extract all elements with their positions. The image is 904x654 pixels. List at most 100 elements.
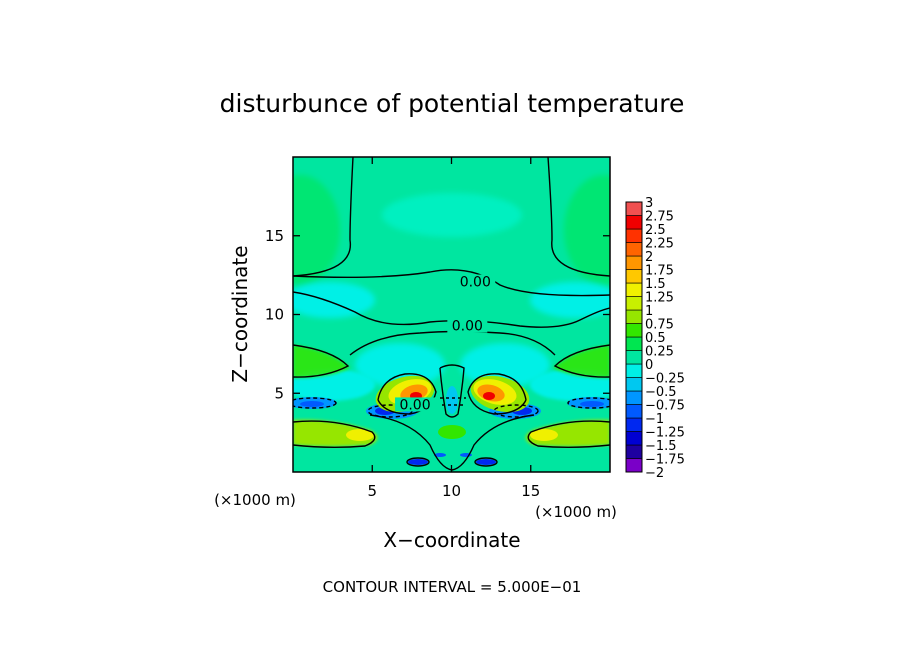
colorbar-swatch-0	[625, 458, 643, 473]
contour-left-side-tongue	[293, 344, 350, 378]
colorbar-label-3: −1.25	[645, 426, 685, 441]
colorbar-label-20: 3	[645, 196, 653, 211]
colorbar-label-17: 2.25	[645, 237, 674, 252]
x-unit-left: (×1000 m)	[214, 491, 296, 509]
x-unit-right: (×1000 m)	[535, 503, 617, 521]
colorbar-label-16: 2	[645, 250, 653, 265]
region-left-cyan-mid	[293, 282, 375, 318]
colorbar-swatch-11	[625, 309, 643, 324]
x-tick-label-15: 15	[521, 482, 540, 500]
colorbar-label-19: 2.75	[645, 210, 674, 225]
colorbar-swatch-12	[625, 296, 643, 311]
contour-label-2: 0.00	[399, 397, 430, 413]
region-ground-blob-1	[408, 459, 428, 465]
region-left-yellow-blob	[346, 429, 374, 441]
colorbar-swatch-8	[625, 350, 643, 365]
colorbar-swatch-7	[625, 363, 643, 378]
colorbar-swatch-4	[625, 404, 643, 419]
colorbar-swatch-3	[625, 417, 643, 432]
colorbar-label-18: 2.5	[645, 223, 666, 238]
colorbar-swatch-2	[625, 431, 643, 446]
colorbar-swatch-18	[625, 215, 643, 230]
colorbar-label-13: 1.25	[645, 291, 674, 306]
colorbar-swatch-6	[625, 377, 643, 392]
colorbar-swatch-1	[625, 444, 643, 459]
x-axis-label: X−coordinate	[383, 528, 520, 552]
contour-label-bg-1	[447, 318, 488, 333]
contour-left-warm-lobe	[377, 373, 437, 415]
contour-right-warm-lobe	[467, 373, 527, 415]
contour-left-blue-edge	[293, 397, 337, 409]
y-tick-label-10: 10	[265, 306, 284, 324]
region-left-green-upper	[293, 175, 340, 285]
plot-area: 0.00 0.00 0.00	[293, 157, 610, 472]
contour-lines	[293, 157, 610, 471]
colorbar-swatch-5	[625, 390, 643, 405]
colorbar-swatch-9	[625, 336, 643, 351]
colorbar-label-4: −1	[645, 412, 664, 427]
contour-interval-note: CONTOUR INTERVAL = 5.000E−01	[323, 578, 582, 596]
contour-right-side-tongue	[553, 344, 610, 378]
colorbar-swatch-17	[625, 228, 643, 243]
contour-labels: 0.00 0.00 0.00	[395, 274, 496, 413]
colorbar-label-15: 1.75	[645, 264, 674, 279]
colorbar-label-10: 0.5	[645, 331, 666, 346]
region-right-green-upper	[564, 175, 610, 285]
contour-right-blue-edge	[567, 397, 610, 409]
region-right-green-tongue	[553, 345, 610, 378]
colorbar-label-8: 0	[645, 358, 653, 373]
colorbar-label-0: −2	[645, 466, 664, 481]
contour-label-0: 0.00	[460, 275, 491, 291]
y-tick-label-15: 15	[265, 227, 284, 245]
region-right-blue-core	[580, 401, 604, 407]
region-right-yellow-blob	[530, 429, 558, 441]
region-right-cyan-mid	[530, 282, 610, 318]
colorbar-label-9: 0.25	[645, 345, 674, 360]
contour-label-1: 0.00	[452, 319, 483, 335]
colorbar-label-6: −0.5	[645, 385, 677, 400]
region-ground-blob-2	[476, 459, 496, 465]
region-ground-blob-3	[434, 453, 446, 457]
colorbar-swatch-15	[625, 255, 643, 270]
region-left-blue-core	[300, 401, 324, 407]
colorbar-label-11: 0.75	[645, 318, 674, 333]
contour-right-low-band	[527, 420, 610, 448]
contour-center-blue-right	[493, 404, 539, 418]
contour-center-dashes	[440, 397, 466, 406]
region-upper-cyan	[382, 193, 522, 237]
y-axis: 5 10 15	[265, 227, 610, 402]
contour-central-column	[439, 364, 465, 418]
contour-zero-upper	[293, 269, 610, 297]
colorbar-swatch-10	[625, 323, 643, 338]
y-tick-label-5: 5	[274, 384, 284, 402]
colorbar: −2−1.75−1.5−1.25−1−0.75−0.5−0.2500.250.5…	[625, 196, 685, 481]
contour-left-top	[293, 157, 354, 277]
x-axis: 5 10 15	[367, 157, 540, 500]
colorbar-label-5: −0.75	[645, 399, 685, 414]
contour-ground-right	[474, 457, 498, 467]
y-axis-label: Z−coordinate	[228, 245, 252, 382]
region-right-warm-red	[483, 392, 495, 400]
contour-ground-left	[406, 457, 430, 467]
x-tick-label-10: 10	[442, 482, 461, 500]
colorbar-label-12: 1	[645, 304, 653, 319]
colorbar-label-1: −1.75	[645, 453, 685, 468]
contour-label-bg-0	[455, 274, 496, 289]
colorbar-frame	[625, 201, 643, 473]
colorbar-swatch-16	[625, 242, 643, 257]
region-center-cyan-column	[446, 386, 458, 414]
contour-right-top	[547, 157, 610, 277]
colorbar-label-2: −1.5	[645, 439, 677, 454]
chart-title: disturbunce of potential temperature	[220, 89, 685, 118]
region-center-green-low	[438, 425, 466, 439]
contour-left-low-band	[293, 420, 376, 448]
region-left-green-tongue	[293, 345, 350, 378]
colorbar-swatch-19	[625, 201, 643, 216]
colorbar-swatch-14	[625, 269, 643, 284]
colorbar-swatch-13	[625, 282, 643, 297]
colorbar-label-14: 1.5	[645, 277, 666, 292]
x-tick-label-5: 5	[367, 482, 377, 500]
colorbar-label-7: −0.25	[645, 372, 685, 387]
contour-label-bg-2	[395, 397, 436, 412]
